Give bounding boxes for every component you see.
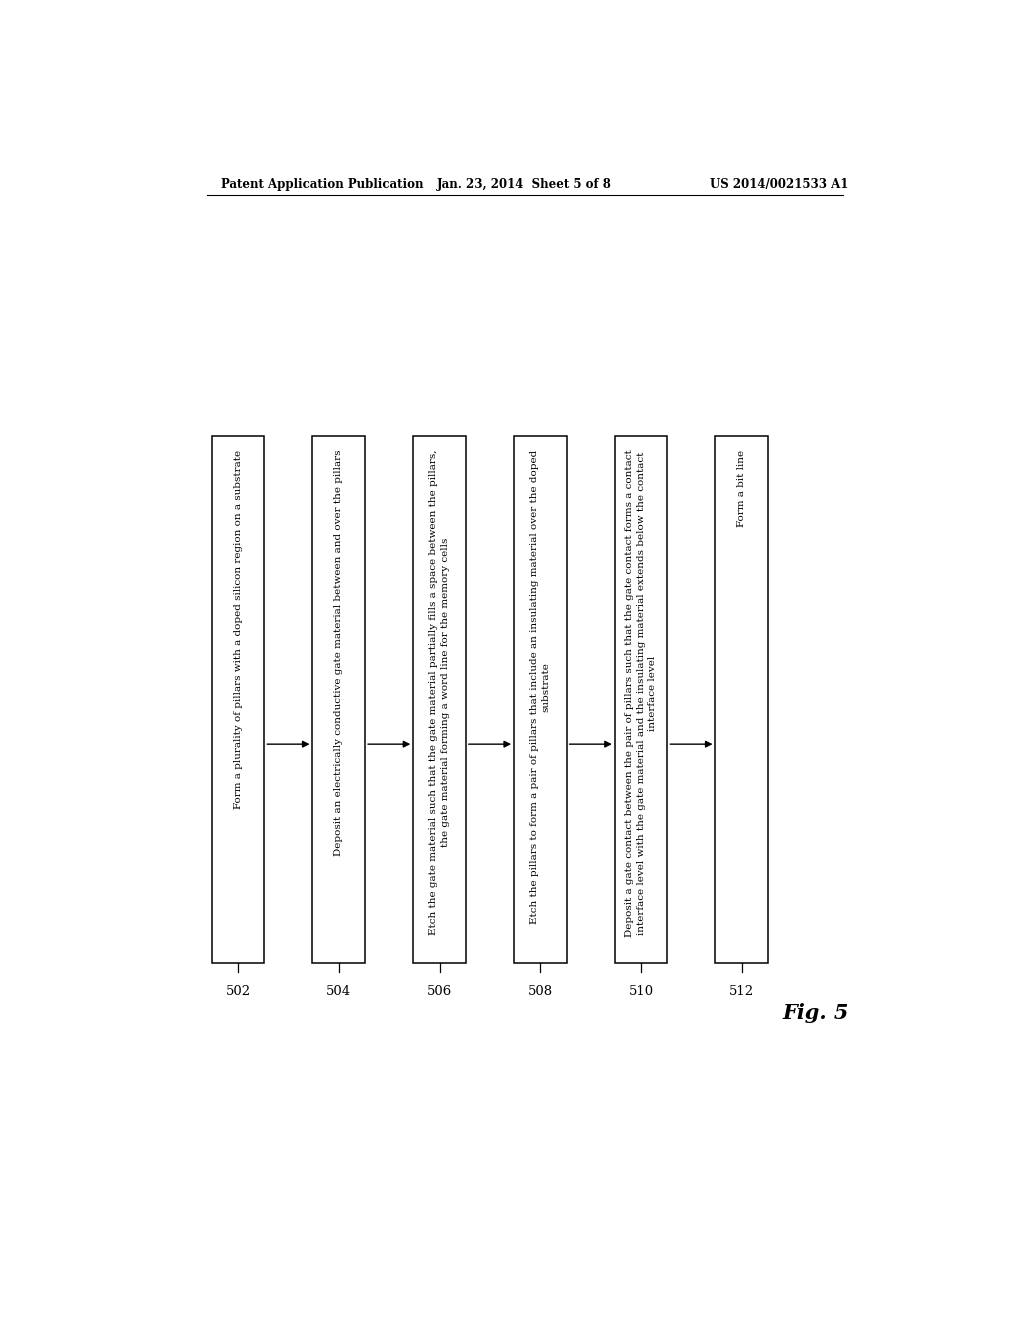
Bar	[614, 436, 668, 964]
Text: Form a plurality of pillars with a doped silicon region on a substrate: Form a plurality of pillars with a doped…	[233, 450, 243, 809]
Bar	[212, 436, 264, 964]
Text: 508: 508	[527, 985, 553, 998]
Text: 504: 504	[327, 985, 351, 998]
Text: 502: 502	[225, 985, 251, 998]
Text: Etch the gate material such that the gate material partially fills a space betwe: Etch the gate material such that the gat…	[429, 450, 450, 935]
Bar	[514, 436, 566, 964]
Text: Patent Application Publication: Patent Application Publication	[221, 178, 424, 190]
Bar	[716, 436, 768, 964]
Text: Deposit an electrically conductive gate material between and over the pillars: Deposit an electrically conductive gate …	[334, 450, 343, 855]
Text: 512: 512	[729, 985, 755, 998]
Text: Form a bit line: Form a bit line	[737, 450, 746, 527]
Text: Jan. 23, 2014  Sheet 5 of 8: Jan. 23, 2014 Sheet 5 of 8	[437, 178, 612, 190]
Text: Etch the pillars to form a pair of pillars that include an insulating material o: Etch the pillars to form a pair of pilla…	[530, 450, 551, 924]
Text: 510: 510	[629, 985, 653, 998]
Text: 506: 506	[427, 985, 453, 998]
Bar	[414, 436, 466, 964]
Bar	[312, 436, 366, 964]
Text: Deposit a gate contact between the pair of pillars such that the gate contact fo: Deposit a gate contact between the pair …	[625, 450, 657, 937]
Text: Fig. 5: Fig. 5	[783, 1003, 849, 1023]
Text: US 2014/0021533 A1: US 2014/0021533 A1	[711, 178, 849, 190]
